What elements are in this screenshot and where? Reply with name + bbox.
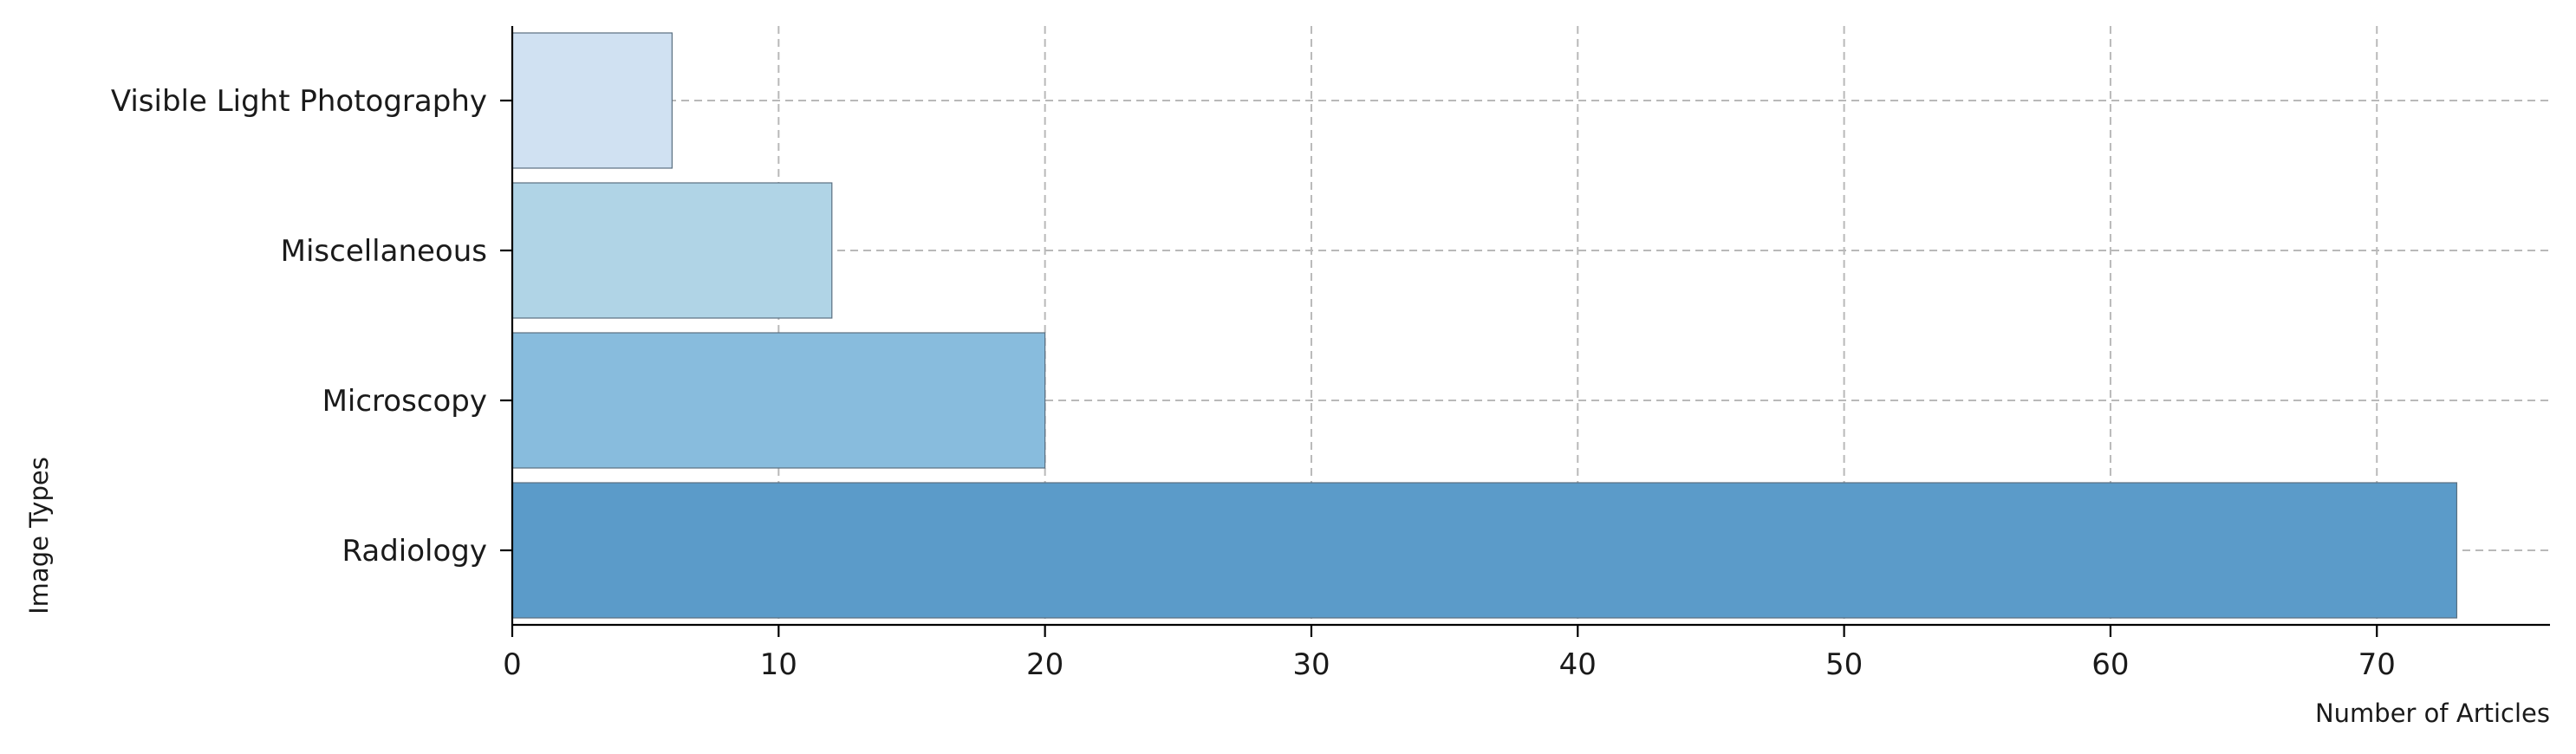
axes (511, 26, 2550, 627)
x-tick-label: 50 (1825, 647, 1863, 682)
x-axis-title: Number of Articles (2315, 699, 2550, 728)
bar-visible-light-photography (511, 32, 673, 169)
y-tick-label: Radiology (342, 534, 488, 569)
y-axis-title: Image Types (24, 457, 54, 614)
bar-microscopy (511, 332, 1046, 469)
y-tick-label: Miscellaneous (281, 234, 487, 269)
x-tick-label: 0 (503, 647, 522, 682)
y-tick-label: Microscopy (322, 384, 487, 419)
bar-radiology (511, 482, 2458, 619)
x-tick-label: 10 (760, 647, 797, 682)
bar-miscellaneous (511, 182, 833, 319)
x-tick-label: 70 (2358, 647, 2396, 682)
x-tick-label: 40 (1559, 647, 1597, 682)
x-tick-label: 30 (1292, 647, 1330, 682)
bars (511, 32, 2458, 619)
x-tick-label: 60 (2091, 647, 2129, 682)
y-tick-label: Visible Light Photography (111, 84, 487, 119)
ticks: 0 10 20 30 40 50 60 70 Visible Light Photography… (111, 84, 2396, 682)
x-tick-label: 20 (1026, 647, 1064, 682)
